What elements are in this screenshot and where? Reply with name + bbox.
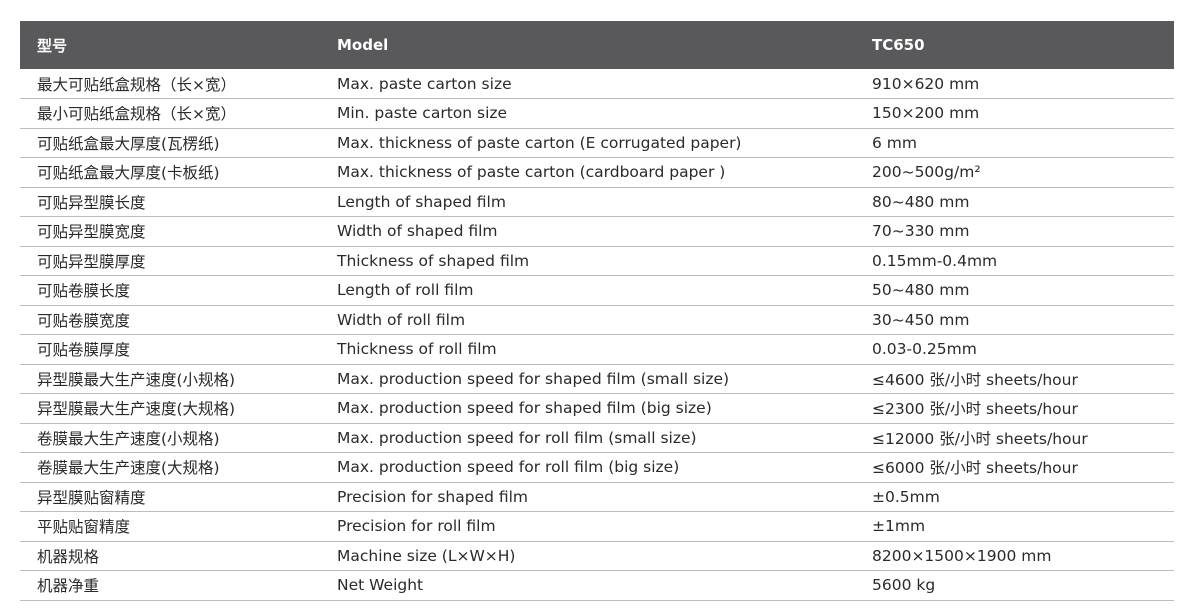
table-row: 可贴异型膜长度 Length of shaped film 80~480 mm [20, 187, 1174, 217]
cell-english-label: Max. thickness of paste carton (E corrug… [337, 133, 742, 152]
cell-value: 910×620 mm [872, 74, 980, 93]
cell-english-label: Machine size (L×W×H) [337, 546, 516, 565]
cell-value: 6 mm [872, 133, 917, 152]
cell-english-label: Precision for roll film [337, 517, 496, 536]
table-row: 最大可贴纸盒规格（长×宽） Max. paste carton size 910×6… [20, 69, 1174, 99]
cell-chinese-label: 可贴异型膜长度 [37, 193, 146, 212]
table-row: 最小可贴纸盒规格（长×宽） Min. paste carton size 150×2… [20, 99, 1174, 128]
cell-value: 5600 kg [872, 576, 936, 595]
cell-chinese-label: 可贴异型膜厚度 [37, 252, 146, 271]
cell-value: 0.03-0.25mm [872, 340, 977, 359]
table-row: 异型膜贴窗精度 Precision for shaped film ±0.5mm [20, 482, 1174, 512]
table-row: 可贴卷膜长度 Length of roll film 50~480 mm [20, 276, 1174, 305]
cell-value: 80~480 mm [872, 192, 970, 211]
cell-chinese-label: 卷膜最大生产速度(大规格) [37, 459, 220, 478]
cell-english-label: Max. paste carton size [337, 74, 512, 93]
cell-english-label: Max. production speed for roll film (sma… [337, 428, 697, 447]
cell-chinese-label: 最大可贴纸盒规格（长×宽） [37, 75, 236, 94]
cell-value: 0.15mm-0.4mm [872, 251, 998, 270]
cell-chinese-label: 可贴卷膜长度 [37, 282, 131, 301]
cell-english-label: Max. production speed for roll film (big… [337, 458, 680, 477]
cell-value: ±0.5mm [872, 487, 940, 506]
spec-table-body: 最大可贴纸盒规格（长×宽） Max. paste carton size 910×6… [20, 69, 1174, 600]
cell-chinese-label: 最小可贴纸盒规格（长×宽） [37, 105, 236, 124]
cell-chinese-label: 异型膜最大生产速度(大规格) [37, 400, 236, 419]
cell-chinese-label: 可贴纸盒最大厚度(瓦楞纸) [37, 134, 220, 153]
cell-value: ≤12000 张/小时 sheets/hour [872, 429, 1088, 448]
cell-chinese-label: 机器规格 [37, 547, 100, 566]
cell-value: 30~450 mm [872, 310, 970, 329]
cell-chinese-label: 平贴贴窗精度 [37, 518, 131, 537]
table-row: 可贴纸盒最大厚度(瓦楞纸) Max. thickness of paste car… [20, 128, 1174, 158]
cell-english-label: Precision for shaped film [337, 487, 529, 506]
spec-table-header: 型号 Model TC650 [20, 21, 1174, 69]
table-row: 卷膜最大生产速度(小规格) Max. production speed for r… [20, 423, 1174, 453]
table-row: 可贴纸盒最大厚度(卡板纸) Max. thickness of paste car… [20, 158, 1174, 187]
cell-chinese-label: 可贴卷膜宽度 [37, 311, 131, 330]
cell-value: 8200×1500×1900 mm [872, 546, 1052, 565]
cell-value: 200~500g/m² [872, 163, 981, 182]
table-row: 异型膜最大生产速度(大规格) Max. production speed for … [20, 394, 1174, 423]
cell-english-label: Length of shaped film [337, 192, 506, 211]
cell-english-label: Width of shaped film [337, 222, 498, 241]
table-row: 平贴贴窗精度 Precision for roll film ±1mm [20, 512, 1174, 541]
table-row: 可贴异型膜厚度 Thickness of shaped film 0.15mm-0.… [20, 246, 1174, 276]
cell-english-label: Width of roll film [337, 310, 466, 329]
cell-value: ±1mm [872, 517, 926, 536]
spec-table: 型号 Model TC650 最大可贴纸盒规格（长×宽） Max. paste c… [20, 21, 1174, 601]
header-cell-english: Model [337, 36, 389, 54]
cell-chinese-label: 可贴卷膜厚度 [37, 341, 131, 360]
table-row: 卷膜最大生产速度(大规格) Max. production speed for r… [20, 453, 1174, 482]
table-row: 机器净重 Net Weight 5600 kg [20, 571, 1174, 600]
cell-value: ≤6000 张/小时 sheets/hour [872, 459, 1078, 478]
cell-value: ≤4600 张/小时 sheets/hour [872, 370, 1078, 389]
cell-chinese-label: 可贴异型膜宽度 [37, 223, 146, 242]
cell-chinese-label: 机器净重 [37, 577, 100, 596]
cell-english-label: Max. production speed for shaped film (b… [337, 399, 712, 418]
cell-value: 150×200 mm [872, 104, 980, 123]
cell-chinese-label: 异型膜最大生产速度(小规格) [37, 370, 236, 389]
table-row: 可贴卷膜厚度 Thickness of roll film 0.03-0.25mm [20, 335, 1174, 364]
cell-value: 70~330 mm [872, 222, 970, 241]
cell-english-label: Thickness of shaped film [337, 251, 530, 270]
cell-value: 50~480 mm [872, 281, 970, 300]
cell-chinese-label: 异型膜贴窗精度 [37, 488, 146, 507]
table-row: 机器规格 Machine size (L×W×H) 8200×1500×1900 m… [20, 541, 1174, 571]
header-row: 型号 Model TC650 [20, 21, 1174, 69]
table-row: 可贴异型膜宽度 Width of shaped film 70~330 mm [20, 217, 1174, 246]
table-row: 可贴卷膜宽度 Width of roll film 30~450 mm [20, 305, 1174, 335]
cell-english-label: Max. production speed for shaped film (s… [337, 369, 730, 388]
cell-english-label: Max. thickness of paste carton (cardboar… [337, 163, 726, 182]
cell-chinese-label: 卷膜最大生产速度(小规格) [37, 429, 220, 448]
cell-english-label: Net Weight [337, 576, 424, 595]
cell-chinese-label: 可贴纸盒最大厚度(卡板纸) [37, 164, 220, 183]
cell-english-label: Length of roll film [337, 281, 474, 300]
cell-english-label: Thickness of roll film [337, 340, 497, 359]
header-cell-chinese: 型号 [37, 36, 68, 55]
header-cell-value: TC650 [872, 36, 925, 54]
cell-value: ≤2300 张/小时 sheets/hour [872, 400, 1078, 419]
cell-english-label: Min. paste carton size [337, 104, 508, 123]
table-row: 异型膜最大生产速度(小规格) Max. production speed for … [20, 364, 1174, 394]
